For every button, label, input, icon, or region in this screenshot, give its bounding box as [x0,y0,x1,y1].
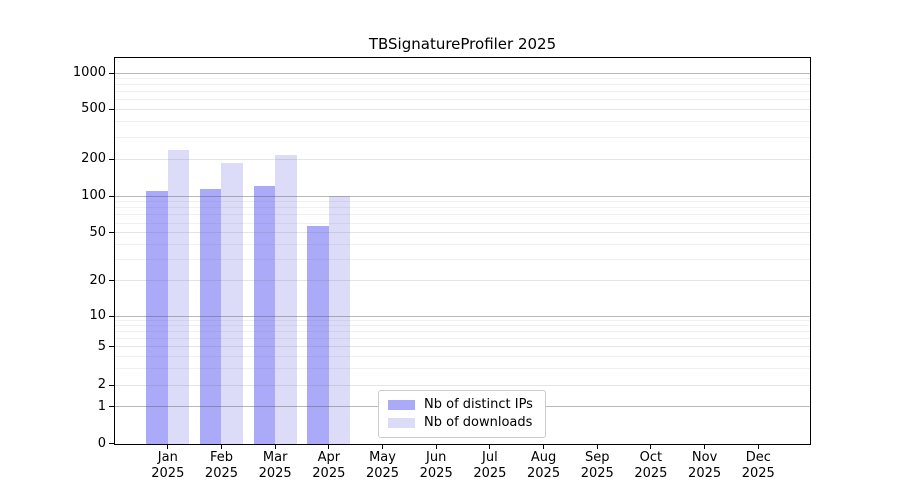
legend-item-distinct-ips: Nb of distinct IPs [388,397,536,413]
ytick-label-200: 200 [81,151,106,167]
xtick-label-jan: Jan 2025 [151,450,185,481]
ytick-label-1: 1 [97,398,106,414]
xtick-mark-jun [435,445,437,449]
xtick-label-nov: Nov 2025 [688,450,722,481]
xtick-label-jun: Jun 2025 [419,450,453,481]
ytick-label-0: 0 [97,435,106,451]
xtick-label-aug: Aug 2025 [527,450,561,481]
xtick-mark-jul [489,445,491,449]
legend-swatch-distinct-ips [388,400,415,410]
ytick-label-10: 10 [89,308,106,323]
ytick-label-500: 500 [81,101,106,117]
xtick-mark-mar [274,445,276,449]
legend-swatch-downloads [388,418,415,428]
ytick-label-5: 5 [97,338,106,354]
chart-title: TBSignatureProfiler 2025 [368,35,557,53]
xtick-mark-sep [596,445,598,449]
legend: Nb of distinct IPs Nb of downloads [378,390,546,438]
xtick-mark-jan [167,445,169,449]
xtick-label-apr: Apr 2025 [312,450,346,481]
ytick-label-1000: 1000 [72,65,106,81]
xtick-mark-feb [220,445,222,449]
ytick-label-2: 2 [97,377,106,392]
legend-item-downloads: Nb of downloads [388,415,536,431]
legend-label-downloads: Nb of downloads [424,415,533,430]
ytick-label-50: 50 [89,224,106,240]
xtick-label-mar: Mar 2025 [258,450,292,481]
xtick-mark-nov [704,445,706,449]
xtick-mark-aug [543,445,545,449]
ytick-label-20: 20 [89,272,106,288]
xtick-mark-dec [757,445,759,449]
xtick-label-jul: Jul 2025 [473,450,507,481]
xtick-label-may: May 2025 [365,450,400,481]
xtick-mark-oct [650,445,652,449]
xtick-label-oct: Oct 2025 [634,450,668,481]
xtick-mark-may [382,445,384,449]
legend-label-distinct-ips: Nb of distinct IPs [424,397,533,412]
xtick-label-feb: Feb 2025 [204,450,239,481]
xtick-mark-apr [328,445,330,449]
xtick-label-sep: Sep 2025 [580,450,614,481]
ytick-label-100: 100 [81,188,106,203]
plot-area [114,57,811,445]
xtick-label-dec: Dec 2025 [741,450,775,481]
